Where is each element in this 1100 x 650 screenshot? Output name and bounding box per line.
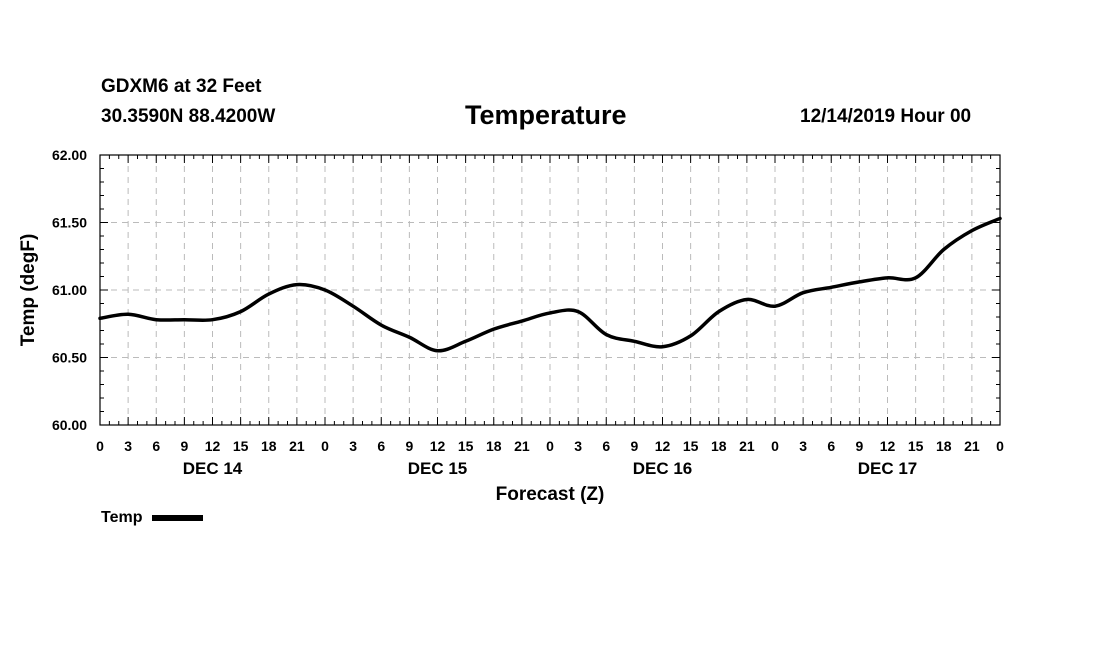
x-tick-label: 0 xyxy=(771,438,779,454)
y-tick-label: 60.00 xyxy=(52,417,87,433)
x-tick-label: 18 xyxy=(711,438,727,454)
x-tick-label: 0 xyxy=(321,438,329,454)
x-tick-label: 0 xyxy=(96,438,104,454)
y-tick-label: 62.00 xyxy=(52,147,87,163)
x-tick-label: 12 xyxy=(205,438,221,454)
x-axis-label: Forecast (Z) xyxy=(496,484,605,505)
x-tick-label: 6 xyxy=(377,438,385,454)
x-tick-label: 9 xyxy=(405,438,413,454)
x-tick-label: 21 xyxy=(739,438,755,454)
x-tick-label: 0 xyxy=(546,438,554,454)
y-tick-label: 61.50 xyxy=(52,215,87,231)
legend: Temp xyxy=(101,509,204,527)
day-label: DEC 14 xyxy=(183,459,243,478)
day-label: DEC 17 xyxy=(858,459,918,478)
station-label: GDXM6 at 32 Feet xyxy=(101,76,262,97)
datetime-label: 12/14/2019 Hour 00 xyxy=(800,106,972,127)
x-tick-label: 15 xyxy=(683,438,699,454)
x-tick-label: 12 xyxy=(655,438,671,454)
plot-frame xyxy=(99,154,1001,426)
x-tick-label: 3 xyxy=(799,438,807,454)
x-tick-label: 15 xyxy=(908,438,924,454)
x-tick-label: 9 xyxy=(855,438,863,454)
y-tick-label: 60.50 xyxy=(52,350,87,366)
x-tick-label: 6 xyxy=(602,438,610,454)
x-tick-label: 6 xyxy=(827,438,835,454)
x-tick-label: 15 xyxy=(458,438,474,454)
x-tick-label: 21 xyxy=(289,438,305,454)
legend-swatch xyxy=(152,515,204,521)
day-label: DEC 16 xyxy=(633,459,693,478)
x-tick-label: 3 xyxy=(124,438,132,454)
x-tick-label: 3 xyxy=(349,438,357,454)
chart-title: Temperature xyxy=(465,100,627,130)
x-tick-label: 21 xyxy=(964,438,980,454)
x-tick-label: 18 xyxy=(486,438,502,454)
x-tick-label: 9 xyxy=(630,438,638,454)
day-label: DEC 15 xyxy=(408,459,468,478)
series-line-temp xyxy=(98,216,1002,353)
x-tick-label: 3 xyxy=(574,438,582,454)
x-tick-label: 15 xyxy=(233,438,249,454)
legend-label: Temp xyxy=(101,509,143,526)
y-axis-label: Temp (degF) xyxy=(18,234,39,347)
x-tick-label: 0 xyxy=(996,438,1004,454)
x-tick-label: 21 xyxy=(514,438,530,454)
x-tick-label: 9 xyxy=(180,438,188,454)
y-tick-label: 61.00 xyxy=(52,282,87,298)
x-tick-label: 12 xyxy=(880,438,896,454)
x-tick-label: 12 xyxy=(430,438,446,454)
x-tick-label: 18 xyxy=(261,438,277,454)
coordinates-label: 30.3590N 88.4200W xyxy=(101,106,276,127)
x-tick-label: 6 xyxy=(152,438,160,454)
x-tick-label: 18 xyxy=(936,438,952,454)
